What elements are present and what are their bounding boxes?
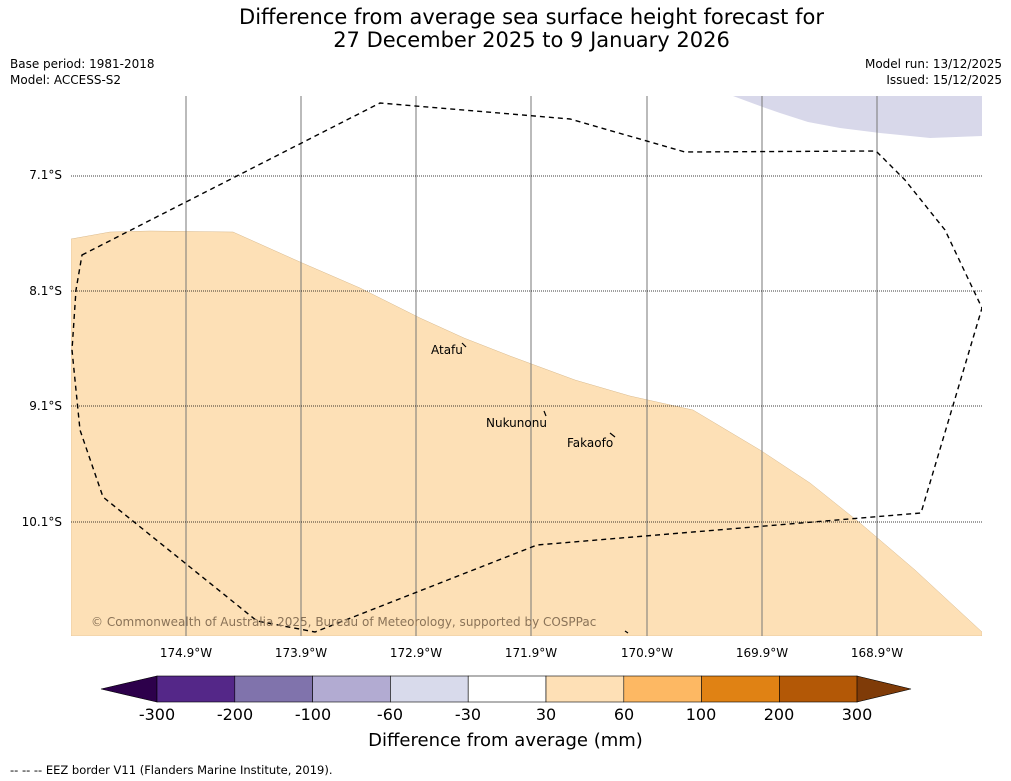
eez-border (71, 102, 982, 633)
colorbar-title: Difference from average (mm) (368, 730, 643, 751)
colorbar-bin-100-200 (701, 675, 780, 703)
colorbar-extend-max (856, 675, 912, 703)
copyright-text: © Commonwealth of Australia 2025, Bureau… (91, 615, 596, 629)
anomaly-region-neg30-neg60 (733, 96, 982, 138)
base-period-text: Base period: 1981-2018 (10, 57, 155, 71)
colorbar-bin-60-100 (623, 675, 702, 703)
colorbar-bin-neg300-neg200 (156, 675, 236, 703)
issued-text: Issued: 15/12/2025 (886, 73, 1002, 87)
colorbar-bin-neg30-30 (467, 675, 547, 703)
colorbar-tick-label: -300 (138, 705, 176, 724)
colorbar-bin-200-300 (779, 675, 858, 703)
lon-label-174-9: 174.9°W (159, 646, 213, 660)
map-title-line-2: 27 December 2025 to 9 January 2026 (333, 28, 730, 52)
lat-label-9-1: 9.1°S (29, 399, 62, 413)
colorbar-tick-label: 100 (685, 705, 717, 724)
colorbar-bin-neg200-neg100 (234, 675, 313, 703)
model-run-text: Model run: 13/12/2025 (864, 57, 1002, 71)
place-label-atafu: Atafu (431, 343, 463, 357)
colorbar-tick-label: 30 (535, 705, 557, 724)
islands (461, 342, 629, 634)
atafu-island (461, 342, 467, 348)
lon-label-170-9: 170.9°W (620, 646, 674, 660)
colorbar-tick-label: 60 (613, 705, 635, 724)
lat-label-7-1: 7.1°S (29, 168, 62, 182)
lat-label-8-1: 8.1°S (29, 284, 62, 298)
lon-label-171-9: 171.9°W (504, 646, 558, 660)
map-title-line-1: Difference from average sea surface heig… (239, 5, 824, 29)
map-area: Atafu Nukunonu Fakaofo © Commonwealth of… (71, 96, 982, 636)
colorbar-tick-label: 200 (763, 705, 795, 724)
colorbar-tick-label: -100 (294, 705, 332, 724)
colorbar-tick-label: 300 (841, 705, 873, 724)
colorbar-extend-min (100, 675, 158, 703)
colorbar-tick-label: -30 (454, 705, 482, 724)
fakaofo-island (609, 432, 616, 438)
small-island (624, 630, 629, 634)
eez-legend-footnote: -- -- -- EEZ border V11 (Flanders Marine… (10, 763, 333, 777)
lon-label-173-9: 173.9°W (274, 646, 328, 660)
lon-label-168-9: 168.9°W (850, 646, 904, 660)
colorbar-tick-label: -60 (376, 705, 404, 724)
longitude-gridlines (185, 96, 878, 636)
place-label-fakaofo: Fakaofo (567, 436, 613, 450)
lat-label-10-1: 10.1°S (21, 515, 62, 529)
place-label-nukunonu: Nukunonu (486, 416, 547, 430)
colorbar (100, 675, 912, 703)
colorbar-tick-label: -200 (216, 705, 254, 724)
colorbar-bin-neg60-neg30 (390, 675, 469, 703)
colorbar-bin-neg100-neg60 (312, 675, 391, 703)
model-text: Model: ACCESS-S2 (10, 73, 122, 87)
colorbar-bin-30-60 (545, 675, 625, 703)
anomaly-region-30-60 (71, 230, 982, 636)
lon-label-169-9: 169.9°W (735, 646, 789, 660)
lon-label-172-9: 172.9°W (389, 646, 443, 660)
nukunonu-island (543, 410, 547, 417)
